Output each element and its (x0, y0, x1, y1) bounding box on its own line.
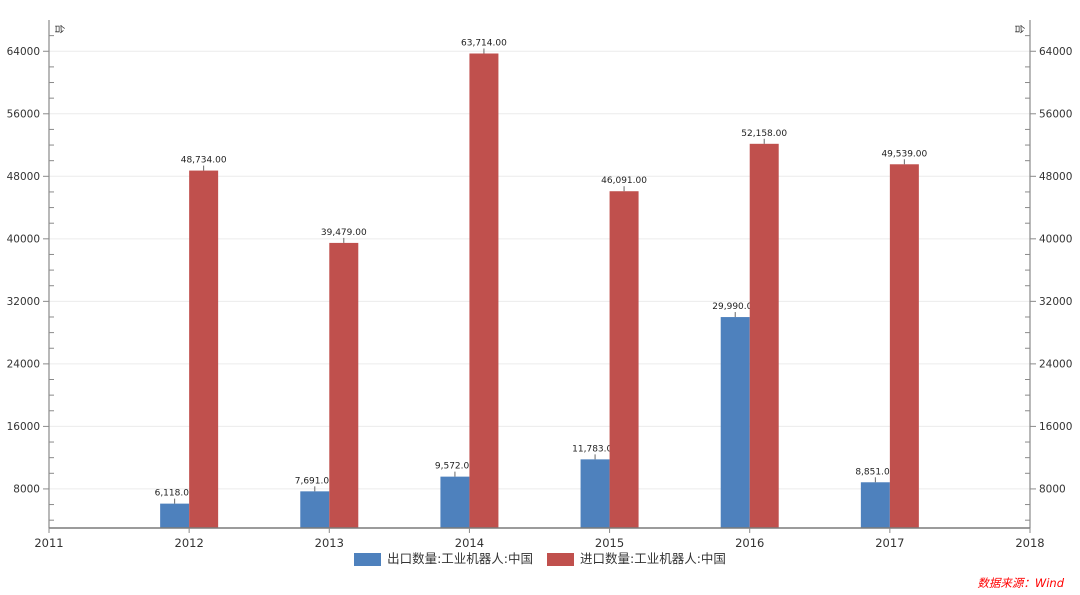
legend: 出口数量:工业机器人:中国 进口数量:工业机器人:中国 (0, 553, 1080, 566)
legend-swatch-import (547, 553, 574, 566)
legend-item-export: 出口数量:工业机器人:中国 (354, 553, 533, 566)
y-tick-label-right: 48000 (1039, 171, 1072, 183)
y-tick-label-right: 56000 (1039, 108, 1072, 120)
x-tick-label: 2018 (1015, 536, 1044, 550)
y-tick-label-right: 16000 (1039, 421, 1072, 433)
y-tick-label-left: 64000 (7, 46, 40, 58)
axes (43, 20, 1036, 533)
series-0: 6,118.00 7,691.00 9,572.00 11,783.00 29,990.… (155, 302, 896, 528)
x-tick-label: 2011 (34, 536, 63, 550)
y-tick-label-left: 24000 (7, 358, 40, 370)
value-label: 6,118.00 (155, 489, 195, 499)
value-label: 11,783.00 (572, 444, 618, 454)
x-tick-label: 2016 (735, 536, 764, 550)
y-tick-label-right: 64000 (1039, 46, 1072, 58)
bar (440, 476, 470, 528)
bar (749, 143, 779, 528)
data-source-label: 数据来源：Wind (977, 576, 1064, 590)
value-label: 7,691.00 (295, 476, 335, 486)
x-tick-label: 2014 (455, 536, 484, 550)
y-tick-label-right: 8000 (1039, 483, 1066, 495)
value-label: 29,990.00 (712, 302, 758, 312)
legend-swatch-export (354, 553, 382, 566)
legend-item-import: 进口数量:工业机器人:中国 (547, 553, 726, 566)
value-label: 46,091.00 (601, 176, 647, 186)
bar (469, 53, 499, 529)
value-label: 39,479.00 (321, 228, 367, 238)
bar (720, 317, 750, 528)
bar (609, 191, 639, 528)
bar (160, 503, 190, 528)
y-tick-label-left: 56000 (7, 108, 40, 120)
bar (300, 491, 330, 528)
value-label: 63,714.00 (461, 38, 507, 48)
y-tick-label-right: 32000 (1039, 296, 1072, 308)
value-label: 8,851.00 (855, 467, 895, 477)
bar (329, 242, 359, 528)
value-label: 48,734.00 (181, 156, 227, 166)
y-unit-right: 台 (1013, 24, 1026, 34)
y-tick-label-left: 32000 (7, 296, 40, 308)
y-tick-label-left: 16000 (7, 421, 40, 433)
y-unit-left: 台 (53, 24, 66, 34)
value-label: 52,158.00 (741, 129, 787, 139)
y-tick-label-left: 40000 (7, 233, 40, 245)
y-tick-label-right: 24000 (1039, 358, 1072, 370)
x-tick-label: 2012 (175, 536, 204, 550)
legend-label-export: 出口数量:工业机器人:中国 (387, 551, 533, 567)
bar (189, 170, 219, 528)
bar (889, 164, 919, 528)
x-tick-label: 2017 (875, 536, 904, 550)
x-tick-label: 2015 (595, 536, 624, 550)
value-label: 49,539.00 (881, 149, 927, 159)
y-tick-label-left: 48000 (7, 171, 40, 183)
value-label: 9,572.00 (435, 462, 475, 472)
y-tick-label-right: 40000 (1039, 233, 1072, 245)
legend-label-import: 进口数量:工业机器人:中国 (580, 551, 726, 567)
series-1: 48,734.00 39,479.00 63,714.00 46,091.00 52,1… (181, 38, 928, 529)
x-tick-label: 2013 (315, 536, 344, 550)
bar (580, 459, 610, 528)
bar (860, 482, 890, 528)
data-source: 数据来源：Wind (977, 575, 1064, 591)
y-tick-label-left: 8000 (13, 483, 40, 495)
